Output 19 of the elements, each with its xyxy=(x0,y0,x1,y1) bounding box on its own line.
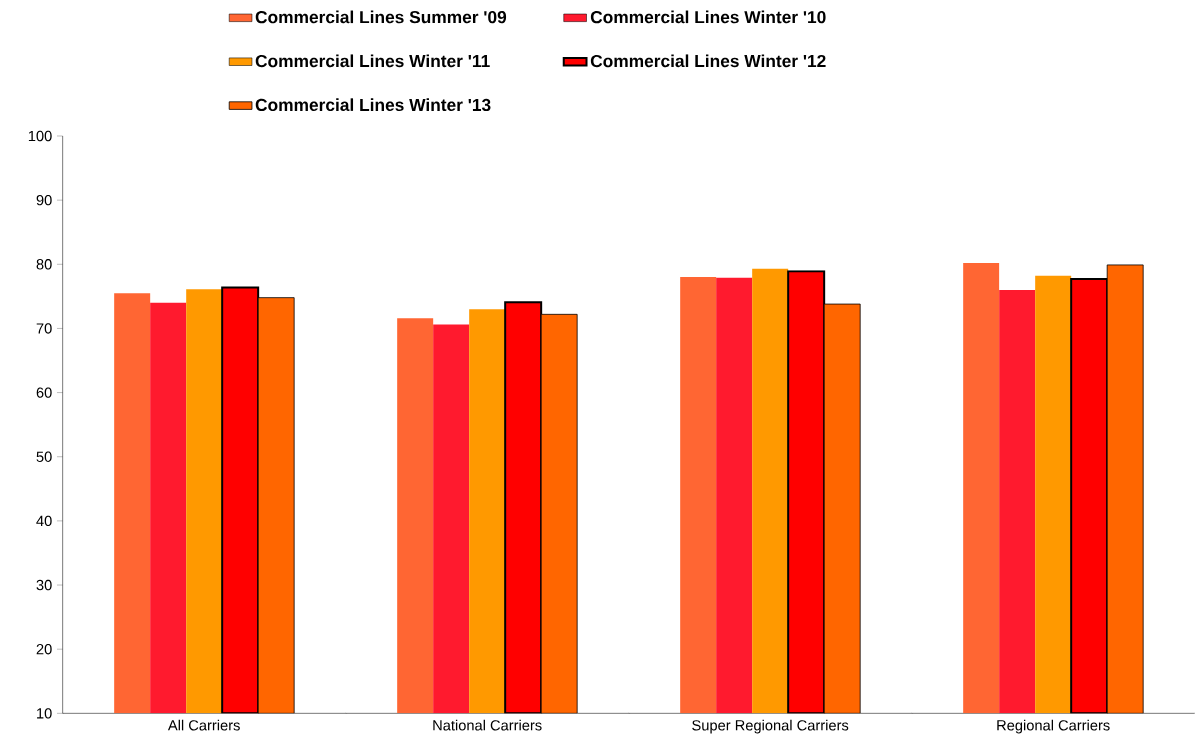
legend-label: Commercial Lines Winter '10 xyxy=(590,10,826,24)
y-tick-label: 10 xyxy=(37,708,52,719)
y-tick-label: 60 xyxy=(36,387,52,398)
y-tick-label: 40 xyxy=(36,515,52,527)
y-tick-label: 30 xyxy=(36,579,52,591)
y-tick-label: 20 xyxy=(36,644,52,655)
y-tick-label: 70 xyxy=(36,323,52,334)
y-tick-label: 50 xyxy=(36,451,52,462)
legend-label: Commercial Lines Winter '11 xyxy=(255,54,490,68)
y-tick-label: 100 xyxy=(28,130,52,142)
legend-label: Commercial Lines Winter '12 xyxy=(590,54,826,68)
legend-label: Commercial Lines Winter '13 xyxy=(255,98,491,112)
x-tick-label: Regional Carriers xyxy=(997,719,1110,734)
y-tick-label: 90 xyxy=(36,194,52,206)
x-tick-label: Super Regional Carriers xyxy=(692,719,849,734)
legend-label: Commercial Lines Summer '09 xyxy=(255,10,507,24)
y-tick-label: 80 xyxy=(36,259,52,270)
x-tick-label: All Carriers xyxy=(167,719,240,731)
x-tick-label: National Carriers xyxy=(433,719,542,731)
